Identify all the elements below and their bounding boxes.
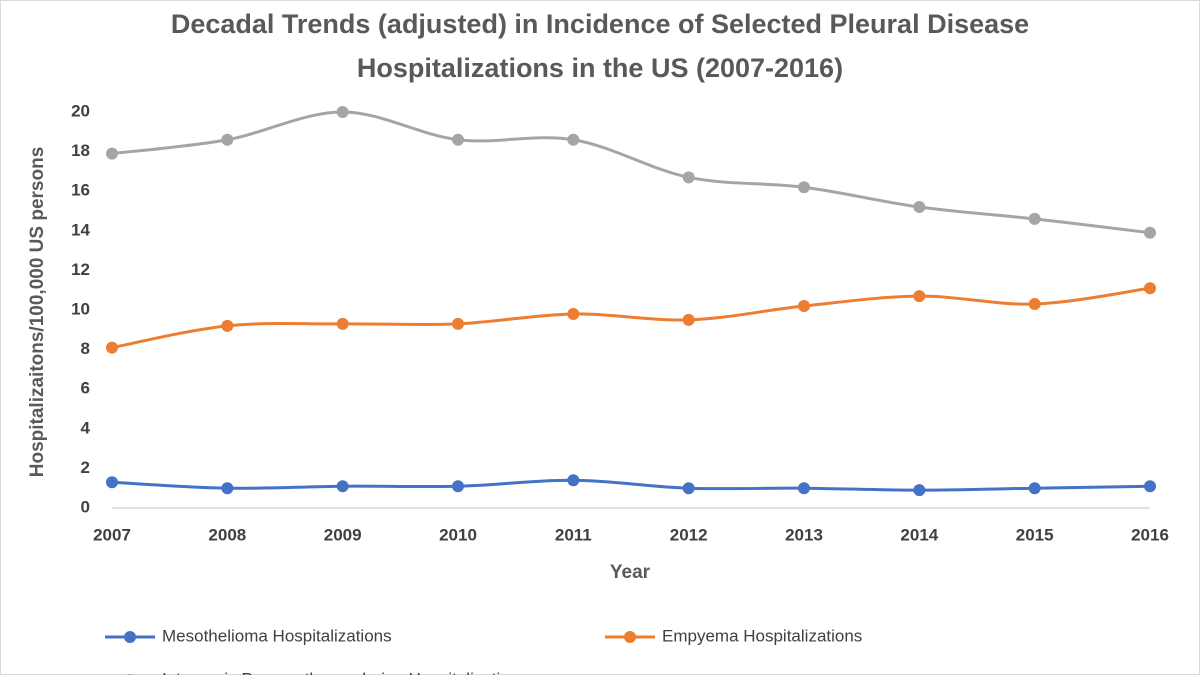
y-tick-label: 6 — [81, 379, 90, 398]
x-tick-label: 2016 — [1131, 525, 1169, 544]
series-line — [111, 110, 1151, 235]
data-point — [913, 484, 926, 497]
data-point — [106, 341, 118, 354]
y-tick-label: 2 — [81, 458, 90, 477]
series-line — [111, 478, 1151, 492]
x-tick-label: 2012 — [670, 525, 708, 544]
y-tick-label: 14 — [71, 220, 90, 239]
x-tick-label: 2010 — [439, 525, 477, 544]
y-tick-label: 8 — [81, 339, 90, 358]
data-point — [682, 482, 695, 495]
chart-title: Decadal Trends (adjusted) in Incidence o… — [170, 9, 1030, 83]
legend-marker — [624, 631, 636, 643]
data-point — [567, 307, 580, 320]
data-point — [798, 181, 810, 194]
x-tick-label: 2014 — [900, 525, 938, 544]
data-point — [336, 480, 349, 493]
data-point — [452, 133, 464, 146]
data-point — [106, 476, 118, 489]
x-tick-label: 2013 — [785, 525, 823, 544]
data-point — [913, 290, 926, 303]
data-point — [221, 133, 234, 146]
data-point — [1028, 298, 1041, 311]
y-tick-label: 16 — [71, 181, 90, 200]
data-point — [913, 201, 926, 214]
x-tick-label: 2008 — [208, 525, 246, 544]
y-axis-title: Hospitalizaitons/100,000 US persons — [27, 147, 48, 478]
legend-label: Empyema Hospitalizations — [662, 626, 862, 645]
legend-label: Mesothelioma Hospitalizations — [162, 626, 392, 645]
x-tick-label: 2015 — [1016, 525, 1054, 544]
data-point — [221, 482, 234, 495]
data-point — [106, 147, 118, 160]
legend-marker — [124, 631, 136, 643]
x-tick-label: 2009 — [324, 525, 362, 544]
y-tick-label: 10 — [71, 299, 90, 318]
y-tick-label: 20 — [71, 101, 90, 120]
data-point — [1144, 282, 1156, 295]
y-tick-label: 18 — [71, 141, 90, 160]
data-point — [221, 319, 234, 332]
data-point — [798, 300, 810, 313]
data-point — [452, 317, 464, 330]
legend-label: Iatrogenic Pneumothorax during Hospitali… — [162, 669, 528, 675]
data-point — [567, 133, 580, 146]
data-point — [336, 106, 349, 118]
y-tick-label: 0 — [81, 497, 90, 516]
data-point — [1144, 480, 1156, 493]
data-point — [1144, 226, 1156, 239]
data-point — [1028, 212, 1041, 225]
data-point — [682, 313, 695, 326]
series-line — [111, 286, 1151, 350]
x-axis-title: Year — [610, 562, 651, 583]
x-tick-label: 2007 — [93, 525, 131, 544]
data-point — [798, 482, 810, 495]
data-point — [452, 480, 464, 493]
data-point — [336, 317, 349, 330]
data-point — [567, 474, 580, 487]
data-point — [1028, 482, 1041, 495]
y-tick-label: 12 — [71, 260, 90, 279]
data-point — [682, 171, 695, 184]
y-tick-label: 4 — [81, 418, 91, 437]
x-tick-label: 2011 — [555, 525, 592, 544]
